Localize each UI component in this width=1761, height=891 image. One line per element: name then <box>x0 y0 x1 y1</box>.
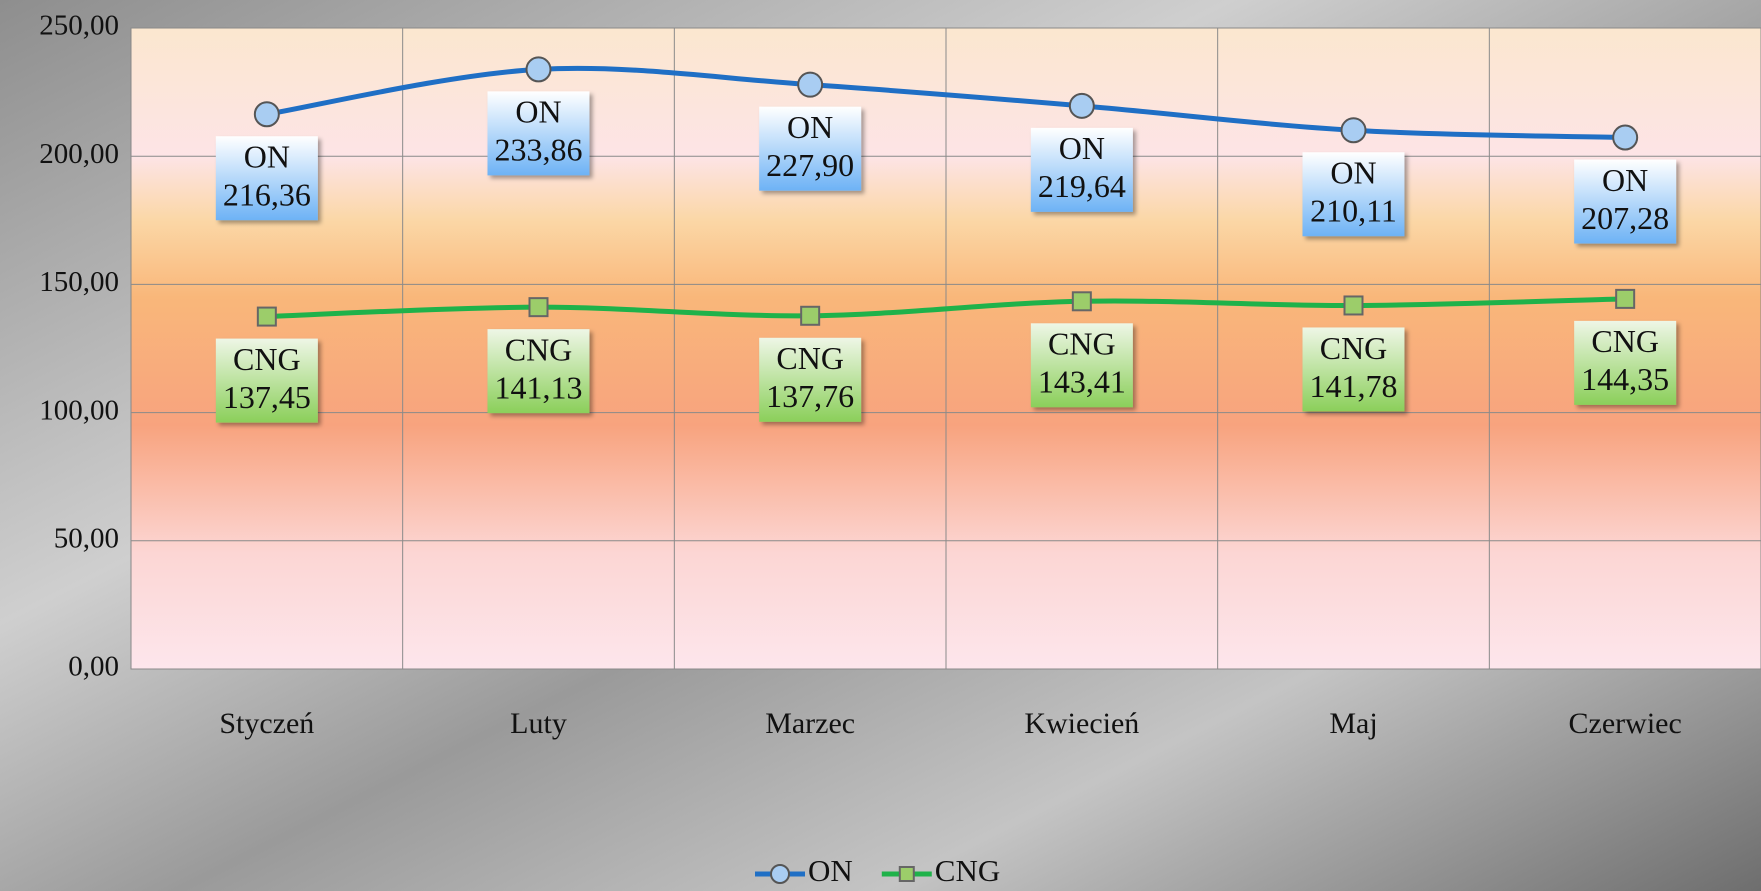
marker <box>1340 117 1367 144</box>
x-tick-label: Maj <box>1329 707 1377 740</box>
marker <box>528 297 549 318</box>
series-line <box>266 65 1626 141</box>
data-label: 216,36 <box>223 177 311 213</box>
data-label: 210,11 <box>1310 193 1397 229</box>
data-label-box <box>487 329 590 414</box>
y-tick-label: 250,00 <box>39 10 119 42</box>
data-label: 144,35 <box>1581 361 1669 397</box>
legend-label: CNG <box>935 853 1000 888</box>
data-label-box <box>1030 127 1133 212</box>
data-label: 233,86 <box>495 132 583 168</box>
marker <box>1615 288 1636 309</box>
data-label-box <box>759 337 862 422</box>
data-label-name: CNG <box>776 340 844 376</box>
legend-marker <box>898 866 915 882</box>
data-label-name: CNG <box>1320 330 1388 366</box>
y-tick-label: 200,00 <box>39 138 119 170</box>
marker <box>1071 291 1092 312</box>
x-tick-label: Kwiecień <box>1024 707 1139 740</box>
data-label-name: CNG <box>1591 323 1659 359</box>
x-tick-label: Czerwiec <box>1569 707 1682 740</box>
data-label: 143,41 <box>1038 364 1126 400</box>
marker <box>1068 92 1095 119</box>
x-tick-label: Marzec <box>765 707 855 740</box>
x-tick-label: Luty <box>510 707 567 740</box>
data-label: 219,64 <box>1038 168 1126 204</box>
marker <box>253 101 280 128</box>
data-label-box <box>1030 323 1133 408</box>
data-label-name: ON <box>787 109 833 145</box>
y-tick-label: 0,00 <box>68 651 119 683</box>
data-label-name: ON <box>515 94 561 130</box>
data-label: 141,13 <box>495 369 583 405</box>
data-label: 141,78 <box>1310 368 1398 404</box>
data-label-name: ON <box>244 139 290 175</box>
data-label-name: ON <box>1330 155 1376 191</box>
data-label-box <box>215 136 318 221</box>
data-label-box <box>1574 320 1677 405</box>
y-tick-label: 50,00 <box>54 522 119 554</box>
data-label-box <box>1574 159 1677 244</box>
data-label-box <box>1302 327 1405 412</box>
legend-marker <box>770 864 790 884</box>
data-label-name: CNG <box>233 341 301 377</box>
marker <box>525 56 552 83</box>
data-label-box <box>1302 152 1405 237</box>
marker <box>1343 295 1364 316</box>
marker <box>256 306 277 327</box>
series-line <box>266 296 1626 320</box>
legend-label: ON <box>808 853 853 888</box>
data-label-name: CNG <box>505 331 573 367</box>
data-label-name: ON <box>1602 162 1648 198</box>
data-label-box <box>487 91 590 176</box>
data-label: 137,45 <box>223 379 311 415</box>
data-label-box <box>759 106 862 191</box>
y-tick-label: 100,00 <box>39 394 119 426</box>
data-label: 137,76 <box>766 378 854 414</box>
data-label: 207,28 <box>1581 200 1669 236</box>
data-label-name: ON <box>1059 130 1105 166</box>
data-label-name: CNG <box>1048 326 1116 362</box>
y-tick-label: 150,00 <box>39 266 119 298</box>
data-label-box <box>215 338 318 423</box>
marker <box>800 305 821 326</box>
marker <box>1612 124 1639 151</box>
x-tick-label: Styczeń <box>219 707 314 740</box>
marker <box>797 71 824 98</box>
data-label: 227,90 <box>766 147 854 183</box>
